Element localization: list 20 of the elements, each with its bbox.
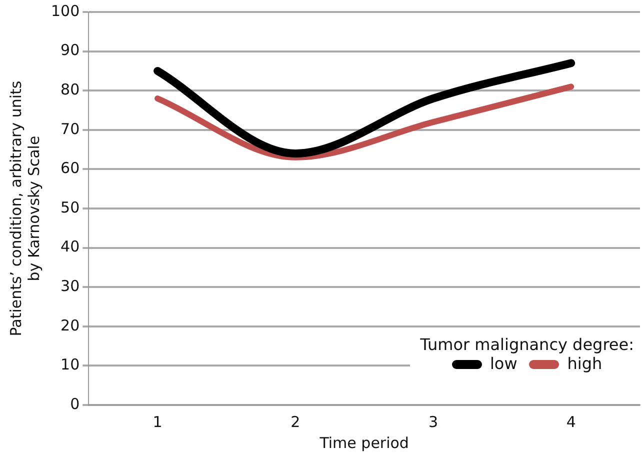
legend-label: high: [566, 354, 602, 373]
x-tick-label: 3: [428, 412, 438, 431]
y-tick-label: 70: [60, 120, 80, 138]
x-tick-label: 1: [152, 412, 162, 431]
y-tick-label: 30: [60, 276, 80, 295]
x-tick-label: 2: [290, 412, 300, 431]
legend-label: low: [488, 354, 518, 373]
y-tick-label: 0: [70, 394, 80, 413]
x-axis-title: Time period: [318, 434, 409, 452]
y-tick-label: 40: [60, 238, 80, 256]
y-tick-label: 100: [50, 2, 80, 20]
x-tick-label: 4: [566, 412, 576, 431]
y-tick-label: 50: [60, 198, 80, 216]
y-tick-label: 80: [60, 80, 80, 98]
y-axis-title: Patients’ condition, arbitrary units by Karnovsky Scale: [6, 80, 43, 336]
y-tick-label: 20: [60, 316, 80, 334]
y-tick-label: 60: [60, 159, 80, 178]
legend-title: Tumor malignancy degree:: [420, 335, 634, 354]
y-tick-label: 90: [60, 41, 80, 60]
y-tick-label: 10: [60, 356, 80, 374]
